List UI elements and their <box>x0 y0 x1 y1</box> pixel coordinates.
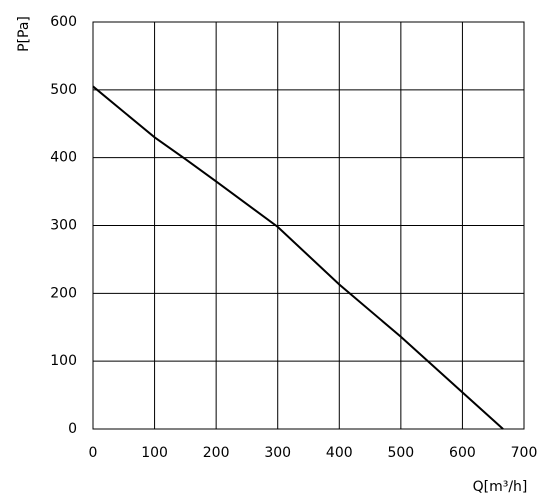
y-tick-label: 0 <box>68 421 77 437</box>
x-tick-label: 700 <box>511 445 538 461</box>
y-tick-label: 200 <box>50 285 77 301</box>
x-tick-label: 100 <box>141 445 168 461</box>
y-tick-label: 300 <box>50 218 77 234</box>
x-axis-label: Q[m³/h] <box>473 479 528 495</box>
x-tick-label: 300 <box>264 445 291 461</box>
x-tick-label: 0 <box>89 445 98 461</box>
plot-border <box>92 21 525 430</box>
y-tick-label: 600 <box>50 14 77 30</box>
y-axis-label: P[Pa] <box>16 16 32 52</box>
data-line <box>92 85 504 430</box>
x-tick-label: 500 <box>387 445 414 461</box>
y-tick-label: 500 <box>50 82 77 98</box>
x-tick-label: 600 <box>449 445 476 461</box>
y-tick-label: 100 <box>50 353 77 369</box>
x-tick-label: 200 <box>203 445 230 461</box>
y-tick-label: 400 <box>50 150 77 166</box>
x-tick-label: 400 <box>326 445 353 461</box>
